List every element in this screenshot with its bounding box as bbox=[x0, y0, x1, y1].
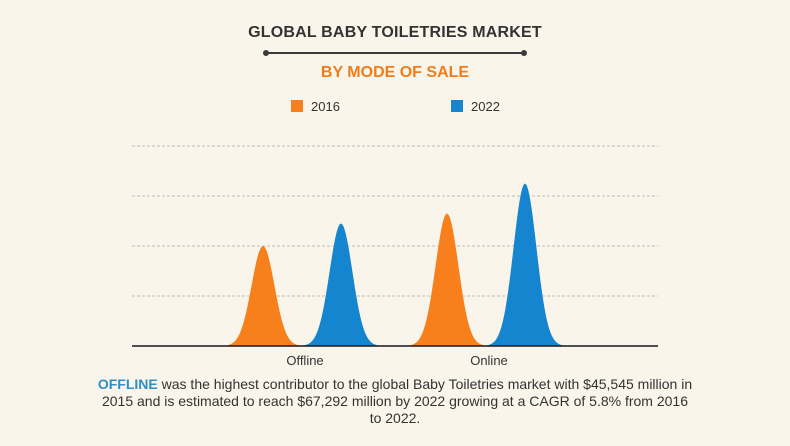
peak-2022-offline bbox=[299, 223, 383, 346]
legend-swatch-2022 bbox=[451, 100, 463, 112]
peak-2016-offline bbox=[221, 246, 305, 346]
legend-item-2022: 2022 bbox=[451, 98, 500, 114]
title-divider bbox=[263, 50, 527, 56]
x-tick-label-offline: Offline bbox=[286, 353, 323, 368]
legend-item-2016: 2016 bbox=[291, 98, 340, 114]
chart-subtitle: BY MODE OF SALE bbox=[320, 64, 470, 81]
legend-swatch-2016 bbox=[291, 100, 303, 112]
legend-label-2022: 2022 bbox=[471, 98, 500, 114]
caption-highlight: OFFLINE bbox=[97, 376, 158, 392]
legend-label-2016: 2016 bbox=[311, 98, 340, 114]
peak-2016-online bbox=[405, 213, 489, 346]
x-tick-label-online: Online bbox=[470, 353, 508, 368]
chart-caption: OFFLINE was the highest contributor to t… bbox=[95, 376, 695, 427]
peak-2022-online bbox=[483, 183, 567, 346]
caption-text: was the highest contributor to the globa… bbox=[101, 376, 693, 426]
chart-title: GLOBAL BABY TOILETRIES MARKET bbox=[248, 24, 542, 41]
